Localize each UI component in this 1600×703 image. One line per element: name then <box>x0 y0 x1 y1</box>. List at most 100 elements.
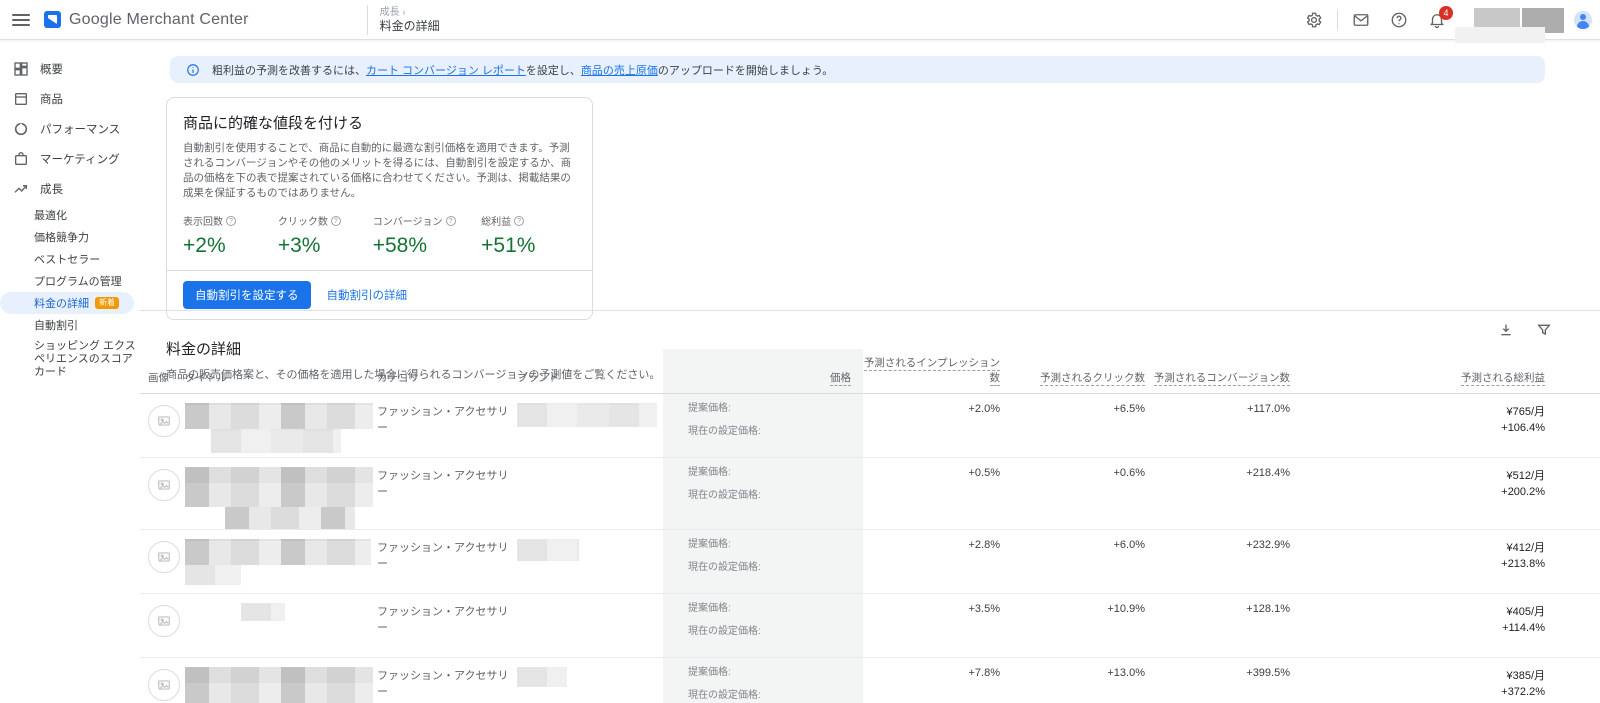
download-icon[interactable] <box>1498 322 1514 338</box>
automated-discounts-details-link[interactable]: 自動割引の詳細 <box>327 287 408 303</box>
table-row[interactable]: ファッション・アクセサリー 提案価格: 現在の設定価格: +2.8% +6.0%… <box>140 529 1600 594</box>
metric-label-conversions: コンバージョン <box>372 217 443 228</box>
predicted-profit-amount: ¥765/月 <box>1506 406 1545 418</box>
predicted-profit-amount: ¥385/月 <box>1506 670 1545 682</box>
metric-value-conversions: +58% <box>372 234 428 257</box>
cost-of-goods-link[interactable]: 商品の売上原価 <box>580 64 658 77</box>
category-cell: ファッション・アクセサリー <box>377 470 509 498</box>
category-cell: ファッション・アクセサリー <box>377 542 509 570</box>
redacted-brand <box>517 403 657 427</box>
sidebar-item-marketing[interactable]: マーケティング <box>0 144 140 174</box>
col-header-title: タイトル <box>185 349 377 394</box>
col-header-price[interactable]: 価格 <box>830 372 851 386</box>
predicted-clicks-cell: +13.0% <box>1000 657 1145 703</box>
metric-label-gross-profit: 総利益 <box>481 217 512 228</box>
help-circle-icon[interactable]: ? <box>445 215 456 226</box>
card-description: 自動割引を使用することで、商品に自動的に最適な割引価格を適用できます。予測される… <box>183 142 572 199</box>
table-row[interactable]: ファッション・アクセサリー 提案価格: 現在の設定価格: +7.8% +13.0… <box>140 657 1600 703</box>
mail-icon[interactable] <box>1352 11 1370 29</box>
sidebar-item-price-competitiveness[interactable]: 価格競争力 <box>34 232 89 244</box>
sidebar-item-automated-discounts[interactable]: 自動割引 <box>34 320 78 332</box>
redacted-title <box>185 667 373 703</box>
sidebar-item-optimization[interactable]: 最適化 <box>34 210 67 222</box>
banner-text-before: 粗利益の予測を改善するには、 <box>212 64 366 77</box>
sidebar-item-shopping-experience-scorecard[interactable]: ショッピング エクスペリエンスのスコアカード <box>34 340 136 378</box>
sidebar-item-best-sellers[interactable]: ベストセラー <box>34 254 101 266</box>
predicted-clicks-cell: +10.9% <box>1000 593 1145 658</box>
suggested-price-label: 提案価格: <box>688 403 731 414</box>
cart-conversion-report-link[interactable]: カート コンバージョン レポート <box>366 64 526 77</box>
pricing-suggestion-card: 商品に的確な値段を付ける 自動割引を使用することで、商品に自動的に最適な割引価格… <box>166 97 593 320</box>
suggested-price-label: 提案価格: <box>688 603 731 614</box>
price-insights-table: 画像 タイトル カテゴリ ブランド 価格 予測されるインプレッション数 予測され… <box>140 349 1600 703</box>
category-cell: ファッション・アクセサリー <box>377 606 509 634</box>
current-price-label: 現在の設定価格: <box>688 690 761 701</box>
sidebar-item-label: マーケティング <box>40 154 120 166</box>
image-placeholder-icon <box>148 541 180 573</box>
redacted-title <box>185 467 373 507</box>
predicted-conversions-cell: +232.9% <box>1145 529 1290 594</box>
notifications-bell-icon[interactable]: 4 <box>1428 6 1453 29</box>
breadcrumb-section[interactable]: 成長 <box>379 7 400 18</box>
sidebar-item-products[interactable]: 商品 <box>0 84 140 114</box>
redacted-account-sub <box>1455 27 1545 43</box>
col-header-predicted-impressions[interactable]: 予測されるインプレッション数 <box>863 357 1000 386</box>
table-row[interactable]: ファッション・アクセサリー 提案価格: 現在の設定価格: +2.0% +6.5%… <box>140 393 1600 458</box>
hamburger-menu-icon[interactable] <box>12 13 30 26</box>
info-circle-icon <box>187 63 199 76</box>
merchant-center-logo-icon <box>44 11 61 28</box>
help-circle-icon[interactable]: ? <box>226 215 236 226</box>
current-price-label: 現在の設定価格: <box>688 490 761 501</box>
info-banner: 粗利益の予測を改善するには、カート コンバージョン レポートを設定し、商品の売上… <box>170 56 1545 83</box>
sidebar-item-manage-programs[interactable]: プログラムの管理 <box>34 276 122 288</box>
redacted-title <box>241 603 285 621</box>
category-cell: ファッション・アクセサリー <box>377 670 509 698</box>
help-circle-icon[interactable]: ? <box>514 215 525 226</box>
suggested-price-label: 提案価格: <box>688 667 731 678</box>
suggested-price-label: 提案価格: <box>688 467 731 478</box>
col-header-brand: ブランド <box>517 349 663 394</box>
col-header-predicted-gross-profit[interactable]: 予測される総利益 <box>1461 372 1545 386</box>
divider <box>1337 10 1338 30</box>
predicted-profit-amount: ¥512/月 <box>1506 470 1545 482</box>
col-header-predicted-clicks[interactable]: 予測されるクリック数 <box>1040 372 1145 386</box>
table-toolbar <box>140 311 1600 349</box>
predicted-conversions-cell: +128.1% <box>1145 593 1290 658</box>
col-header-predicted-conversions[interactable]: 予測されるコンバージョン数 <box>1153 372 1290 386</box>
sidebar-item-performance[interactable]: パフォーマンス <box>0 114 140 144</box>
col-header-image: 画像 <box>140 349 185 394</box>
breadcrumb: 成長 › 料金の詳細 <box>366 4 440 35</box>
current-price-label: 現在の設定価格: <box>688 626 761 637</box>
sidebar-item-label: 概要 <box>40 64 63 76</box>
predicted-impressions-cell: +3.5% <box>863 593 1000 658</box>
user-avatar[interactable] <box>1574 11 1592 29</box>
banner-text-after: のアップロードを開始しましょう。 <box>657 64 834 77</box>
metric-value-gross-profit: +51% <box>481 234 536 257</box>
table-row[interactable]: ファッション・アクセサリー 提案価格: 現在の設定価格: +3.5% +10.9… <box>140 593 1600 658</box>
help-circle-icon[interactable]: ? <box>330 215 341 226</box>
filter-funnel-icon[interactable] <box>1536 322 1552 338</box>
sidebar-item-label: 商品 <box>40 94 63 106</box>
sidebar-item-label: 成長 <box>40 184 63 196</box>
metric-value-clicks: +3% <box>277 234 321 257</box>
predicted-impressions-cell: +2.0% <box>863 393 1000 458</box>
predicted-profit-amount: ¥412/月 <box>1506 542 1545 554</box>
sidebar-item-growth[interactable]: 成長 <box>0 174 140 204</box>
app-title: Google Merchant Center <box>69 10 249 28</box>
table-row[interactable]: ファッション・アクセサリー 提案価格: 現在の設定価格: +0.5% +0.6%… <box>140 457 1600 530</box>
predicted-profit-percent: +114.4% <box>1502 622 1545 634</box>
help-icon[interactable] <box>1390 11 1408 29</box>
sidebar-nav: 概要 商品 パフォーマンス マーケティング 成長 最適化 価格競争力 ベストセラ… <box>0 40 140 703</box>
setup-automated-discounts-button[interactable]: 自動割引を設定する <box>183 281 311 309</box>
settings-gear-icon[interactable] <box>1305 11 1323 29</box>
products-icon <box>15 93 27 105</box>
predicted-profit-percent: +200.2% <box>1501 486 1545 498</box>
current-price-label: 現在の設定価格: <box>688 562 761 573</box>
chevron-right-icon: › <box>402 7 406 17</box>
sidebar-item-overview[interactable]: 概要 <box>0 54 140 84</box>
image-placeholder-icon <box>148 605 180 637</box>
image-placeholder-icon <box>148 669 180 701</box>
redacted-title <box>185 539 371 565</box>
metric-value-impressions: +2% <box>183 234 226 257</box>
sidebar-item-price-insights[interactable]: 料金の詳細 新着 <box>0 292 134 314</box>
